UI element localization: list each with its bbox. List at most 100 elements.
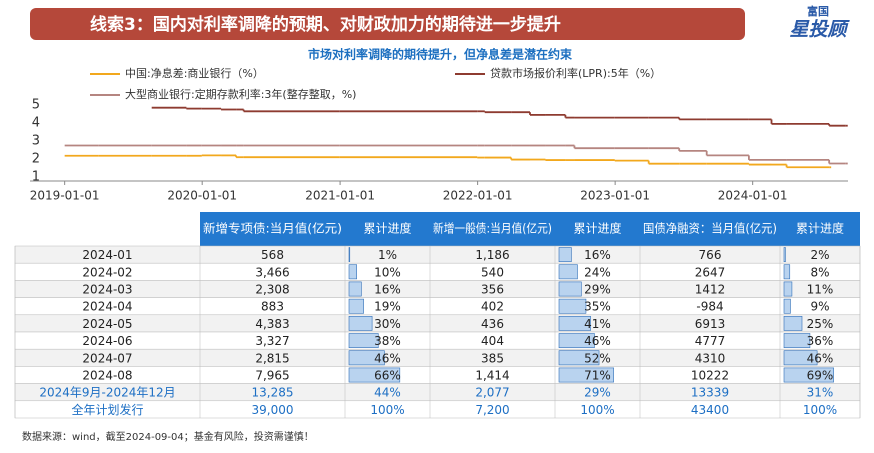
- row-bg: [14, 262, 861, 281]
- row-label: 2024-01: [82, 248, 132, 262]
- title-bar: [30, 8, 745, 40]
- cell: 41%: [584, 317, 611, 331]
- x-tick-label: 2024-01-01: [718, 189, 788, 203]
- row-label: 2024-06: [82, 334, 132, 348]
- progress-bar: [783, 281, 793, 297]
- cell: 43400: [691, 403, 729, 417]
- cell: 35%: [584, 300, 611, 314]
- progress-bar: [348, 333, 379, 348]
- progress-bar: [783, 315, 803, 331]
- logo-top: 富国: [807, 4, 829, 18]
- row-label: 2024-05: [82, 317, 132, 331]
- progress-bar: [348, 281, 362, 297]
- header-cell: 累计进度: [574, 221, 622, 236]
- cell: 9%: [810, 300, 829, 314]
- cell: 10222: [691, 369, 729, 383]
- cell: 8%: [810, 265, 829, 279]
- table: 新增专项债:当月值(亿元) 累计进度 新增一般债:当月值(亿元) 累计进度 国债净融资：…: [14, 212, 861, 419]
- cell: 46%: [584, 334, 611, 348]
- cell: 10%: [374, 265, 401, 279]
- cell: 402: [481, 300, 504, 314]
- row-label: 全年计划发行: [71, 402, 143, 417]
- progress-bar: [783, 350, 818, 366]
- cell: 38%: [374, 334, 401, 348]
- y-tick-label: 5: [32, 98, 40, 113]
- cell: 11%: [807, 283, 834, 297]
- cell: 19%: [374, 300, 401, 314]
- cell: 568: [261, 248, 284, 262]
- row-bg: [14, 348, 861, 367]
- cell: 71%: [584, 369, 611, 383]
- chart-title: 市场对利率调降的期待提升，但净息差是潜在约束: [308, 47, 573, 62]
- cell: 2%: [810, 248, 829, 262]
- cell: 4,383: [255, 317, 289, 331]
- row-label: 2024-02: [82, 265, 132, 279]
- progress-bar: [348, 298, 364, 314]
- cell: 13339: [691, 386, 729, 400]
- legend-label: 贷款市场报价利率(LPR):5年（%）: [490, 66, 661, 80]
- x-tick-label: 2022-01-01: [443, 189, 513, 203]
- progress-bar: [558, 281, 582, 297]
- cell: 24%: [584, 265, 611, 279]
- header-cell: 新增一般债:当月值(亿元): [433, 221, 552, 236]
- source-note: 数据来源：wind，截至2024-09-04；基金有风险，投资需谨慎！: [22, 430, 314, 443]
- header-row: [200, 212, 860, 246]
- cell: 52%: [584, 351, 611, 365]
- cell: 540: [481, 265, 504, 279]
- x-tick-label: 2021-01-01: [305, 189, 375, 203]
- cell: 16%: [374, 283, 401, 297]
- cell: -984: [696, 300, 723, 314]
- progress-bar: [558, 298, 587, 314]
- x-tick-label: 2019-01-01: [30, 189, 100, 203]
- cell: 6913: [695, 317, 726, 331]
- cell: 13,285: [252, 386, 294, 400]
- cell: 16%: [584, 248, 611, 262]
- cell: 39,000: [252, 403, 294, 417]
- progress-bar: [348, 315, 373, 331]
- logo-bottom: 星投顾: [789, 19, 850, 41]
- y-tick-label: 3: [32, 134, 40, 149]
- cell: 46%: [807, 351, 834, 365]
- progress-bar: [783, 298, 791, 314]
- cell: 404: [481, 334, 504, 348]
- cell: 7,200: [475, 403, 509, 417]
- row-bg: [14, 245, 861, 264]
- cell: 3,466: [255, 265, 289, 279]
- row-label: 2024-08: [82, 369, 132, 383]
- row-label: 2024年9月-2024年12月: [39, 386, 175, 400]
- row-label: 2024-04: [82, 300, 132, 314]
- progress-bar: [348, 367, 401, 383]
- progress-bar: [558, 247, 572, 262]
- progress-bar: [783, 264, 791, 280]
- x-tick-label: 2020-01-01: [167, 189, 237, 203]
- cell: 1%: [378, 248, 397, 262]
- legend-label: 中国:净息差:商业银行（%）: [125, 66, 264, 80]
- cell: 2,815: [255, 351, 289, 365]
- slide-title: 线索3：国内对利率调降的预期、对财政加力的期待进一步提升: [90, 14, 561, 35]
- progress-bar: [558, 264, 578, 280]
- cell: 46%: [374, 351, 401, 365]
- row-bg: [14, 280, 861, 298]
- x-tick-label: 2023-01-01: [580, 189, 650, 203]
- cell: 385: [481, 351, 504, 365]
- progress-bar: [783, 367, 834, 383]
- progress-bar: [348, 247, 351, 262]
- cell: 100%: [370, 403, 404, 417]
- header-cell: 新增专项债:当月值(亿元): [203, 221, 342, 236]
- row-bg: [14, 331, 861, 350]
- cell: 1,414: [475, 369, 509, 383]
- cell: 69%: [807, 369, 834, 383]
- progress-bar: [348, 350, 385, 366]
- cell: 1,186: [475, 248, 509, 262]
- cell: 36%: [807, 334, 834, 348]
- cell: 2,077: [475, 386, 509, 400]
- header-cell: 累计进度: [796, 221, 844, 236]
- cell: 44%: [374, 386, 401, 400]
- progress-bar: [558, 350, 600, 366]
- header-cell: 累计进度: [364, 221, 412, 236]
- cell: 100%: [803, 403, 837, 417]
- cell: 883: [261, 300, 284, 314]
- row-label: 2024-03: [82, 283, 132, 297]
